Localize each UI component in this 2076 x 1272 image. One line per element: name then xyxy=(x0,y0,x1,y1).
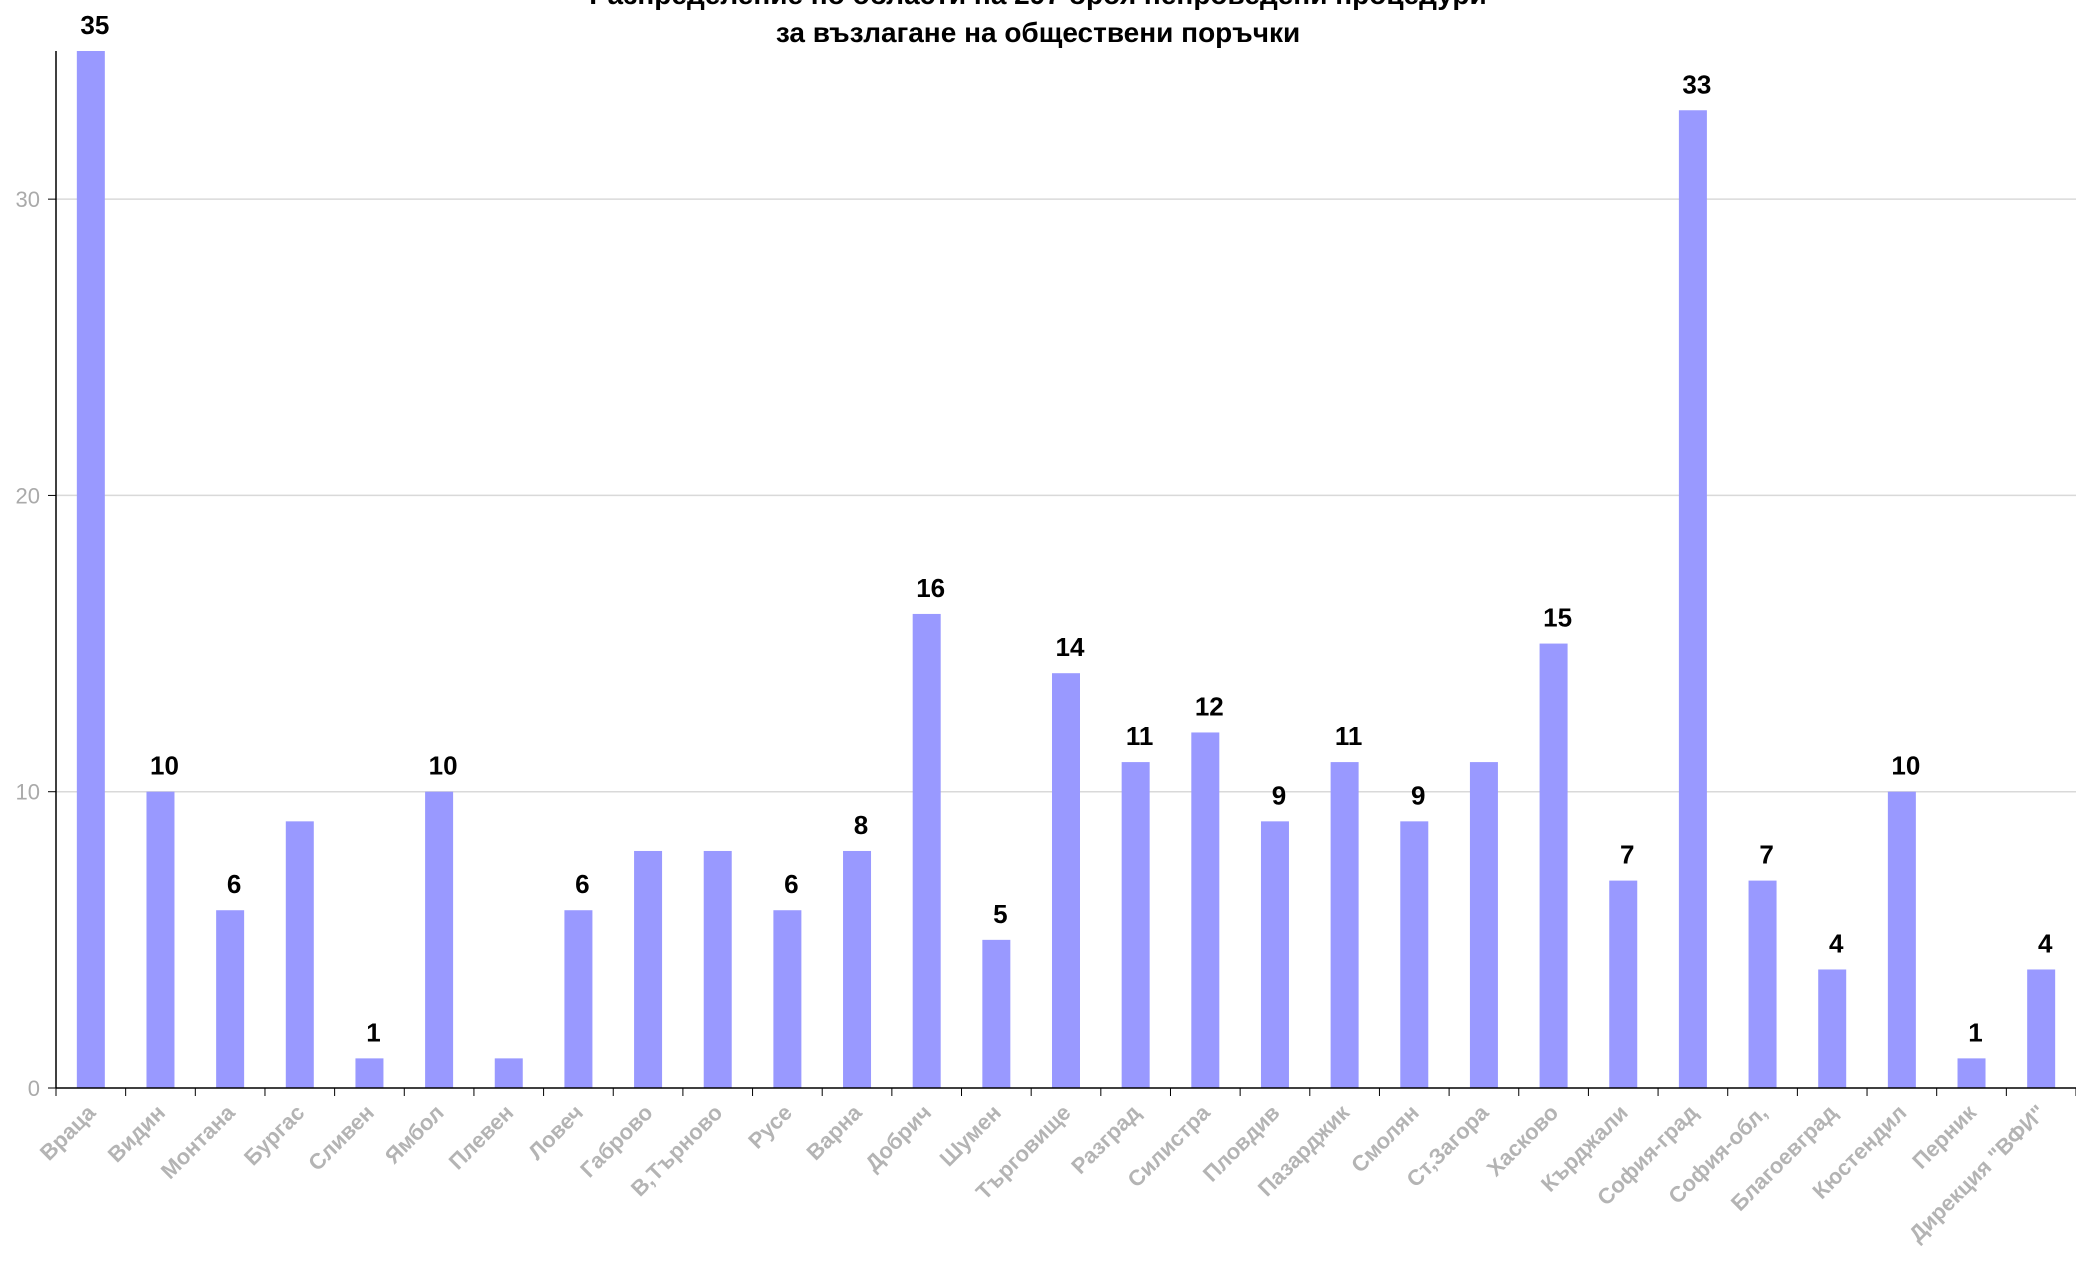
axes xyxy=(48,51,2076,1096)
data-label: 6 xyxy=(227,869,241,899)
bar xyxy=(216,910,245,1088)
x-tick-label: Враца xyxy=(35,1099,101,1165)
bar xyxy=(912,613,941,1088)
bar xyxy=(1121,762,1150,1088)
bar xyxy=(1539,643,1568,1088)
data-label: 11 xyxy=(1126,721,1154,751)
x-tick-label: Ловеч xyxy=(523,1100,588,1165)
x-tick-label: Видин xyxy=(103,1100,170,1167)
bar xyxy=(703,850,732,1088)
x-tick-label: Дирекция "ВФИ" xyxy=(1904,1100,2051,1247)
data-label: 9 xyxy=(1272,780,1286,810)
data-label: 14 xyxy=(1056,632,1085,662)
data-label: 1 xyxy=(366,1017,380,1047)
bar xyxy=(982,939,1011,1088)
data-label: 16 xyxy=(916,573,945,603)
bar xyxy=(1678,110,1707,1088)
x-tick-label: Шумен xyxy=(935,1100,1006,1171)
bar xyxy=(2027,969,2056,1088)
data-label: 1 xyxy=(1968,1017,1982,1047)
bar xyxy=(1609,880,1638,1088)
bar xyxy=(76,51,105,1088)
x-tick-label: Варна xyxy=(801,1099,867,1165)
x-tick-label: Добрич xyxy=(860,1100,936,1176)
x-tick-label: Сливен xyxy=(303,1100,379,1176)
data-label: 6 xyxy=(784,869,798,899)
bar xyxy=(355,1058,384,1088)
y-axis-tick-labels: 0 10 20 30 xyxy=(16,187,40,1101)
y-tick-label: 0 xyxy=(28,1076,40,1101)
y-tick-label: 10 xyxy=(16,780,40,805)
data-label: 6 xyxy=(575,869,589,899)
data-label: 8 xyxy=(854,810,868,840)
bar xyxy=(285,821,314,1088)
bar xyxy=(1469,762,1498,1088)
bars xyxy=(76,51,2056,1088)
data-label: 35 xyxy=(80,10,109,40)
data-label: 15 xyxy=(1543,603,1572,633)
data-label: 10 xyxy=(429,751,458,781)
data-label: 10 xyxy=(1891,751,1920,781)
data-label: 12 xyxy=(1195,691,1224,721)
bar xyxy=(1260,821,1289,1088)
data-label: 9 xyxy=(1411,780,1425,810)
x-tick-label: Русе xyxy=(743,1100,797,1154)
bar xyxy=(1887,791,1916,1088)
bar xyxy=(773,910,802,1088)
x-tick-label: Бургас xyxy=(239,1100,309,1170)
data-label: 33 xyxy=(1682,69,1711,99)
bar xyxy=(634,850,663,1088)
bar xyxy=(1400,821,1429,1088)
bar xyxy=(1957,1058,1986,1088)
data-label: 7 xyxy=(1620,840,1634,870)
bar xyxy=(1191,732,1220,1088)
chart-title-line-1: Разпределение по области на 297 броя неп… xyxy=(589,0,1487,10)
bar xyxy=(843,850,872,1088)
bar xyxy=(564,910,593,1088)
bar xyxy=(1748,880,1777,1088)
bar xyxy=(1330,762,1359,1088)
bar xyxy=(146,791,175,1088)
y-tick-label: 30 xyxy=(16,187,40,212)
x-tick-label: Плевен xyxy=(444,1100,519,1175)
bar xyxy=(494,1058,523,1088)
data-label: 11 xyxy=(1335,721,1363,751)
data-label: 4 xyxy=(2038,928,2053,958)
chart-title: Разпределение по области на 297 броя неп… xyxy=(589,0,1487,48)
x-tick-label: Ямбол xyxy=(380,1100,449,1169)
x-tick-label: Монтана xyxy=(156,1099,240,1183)
bar xyxy=(1818,969,1847,1088)
data-label: 7 xyxy=(1759,840,1773,870)
data-label: 4 xyxy=(1829,928,1844,958)
bar xyxy=(1052,673,1080,1088)
data-label: 5 xyxy=(993,899,1007,929)
y-tick-label: 20 xyxy=(16,483,40,508)
bar xyxy=(425,791,454,1088)
data-label: 10 xyxy=(150,751,179,781)
chart-title-line-2: за възлагане на обществени поръчки xyxy=(776,17,1300,48)
